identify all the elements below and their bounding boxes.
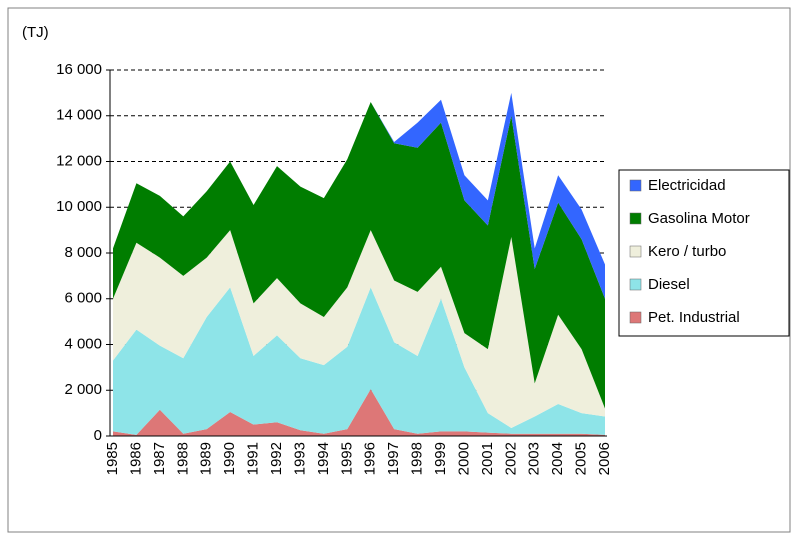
x-tick-label: 1994	[315, 442, 332, 475]
x-tick-label: 1986	[127, 442, 144, 475]
x-tick-label: 1985	[104, 442, 121, 475]
x-tick-label: 1995	[338, 442, 355, 475]
x-tick-label: 1997	[385, 442, 402, 475]
area	[113, 287, 605, 435]
y-axis-label: (TJ)	[22, 24, 49, 41]
x-tick-label: 1993	[291, 442, 308, 475]
x-tick-label: 2005	[573, 442, 590, 475]
x-tick-label: 2000	[455, 442, 472, 475]
legend-label: Pet. Industrial	[648, 309, 740, 326]
y-tick-label: 8 000	[64, 244, 102, 261]
x-tick-label: 2006	[596, 442, 613, 475]
legend-label: Electricidad	[648, 177, 726, 194]
legend-box	[618, 169, 790, 337]
y-tick-label: 10 000	[56, 198, 102, 215]
y-tick-label: 12 000	[56, 152, 102, 169]
areas	[113, 92, 605, 436]
x-tick-label: 1992	[268, 442, 285, 475]
x-tick-label: 2004	[549, 442, 566, 475]
y-tick-label: 4 000	[64, 335, 102, 352]
x-tick-label: 1991	[245, 442, 262, 475]
legend-swatch	[629, 179, 642, 192]
axes: 0 2 000 4 000 6 000 8 000 10 000 12 000 14 000 1…	[56, 61, 613, 475]
y-tick-label: 6 000	[64, 290, 102, 307]
x-tick-label: 1987	[151, 442, 168, 475]
y-tick-label: 16 000	[56, 61, 102, 78]
legend-label: Kero / turbo	[648, 243, 726, 260]
x-tick-label: 2003	[526, 442, 543, 475]
legend: Electricidad Gasolina Motor Kero / turbo Di…	[629, 177, 750, 326]
x-tick-label: 2001	[479, 442, 496, 475]
x-tick-label: 1998	[409, 442, 426, 475]
y-tick-label: 0	[94, 427, 102, 444]
x-tick-label: 1989	[198, 442, 215, 475]
legend-swatch	[629, 311, 642, 324]
legend-swatch	[629, 245, 642, 258]
area	[113, 230, 605, 428]
x-tick-label: 1988	[174, 442, 191, 475]
x-tick-label: 1996	[362, 442, 379, 475]
legend-label: Diesel	[648, 276, 690, 293]
legend-label: Gasolina Motor	[648, 210, 750, 227]
legend-swatch	[629, 278, 642, 291]
y-tick-label: 14 000	[56, 107, 102, 124]
area	[113, 389, 605, 436]
legend-swatch	[629, 212, 642, 225]
x-tick-label: 1990	[221, 442, 238, 475]
x-tick-label: 2002	[502, 442, 519, 475]
y-tick-label: 2 000	[64, 381, 102, 398]
x-tick-label: 1999	[432, 442, 449, 475]
area	[113, 102, 605, 409]
